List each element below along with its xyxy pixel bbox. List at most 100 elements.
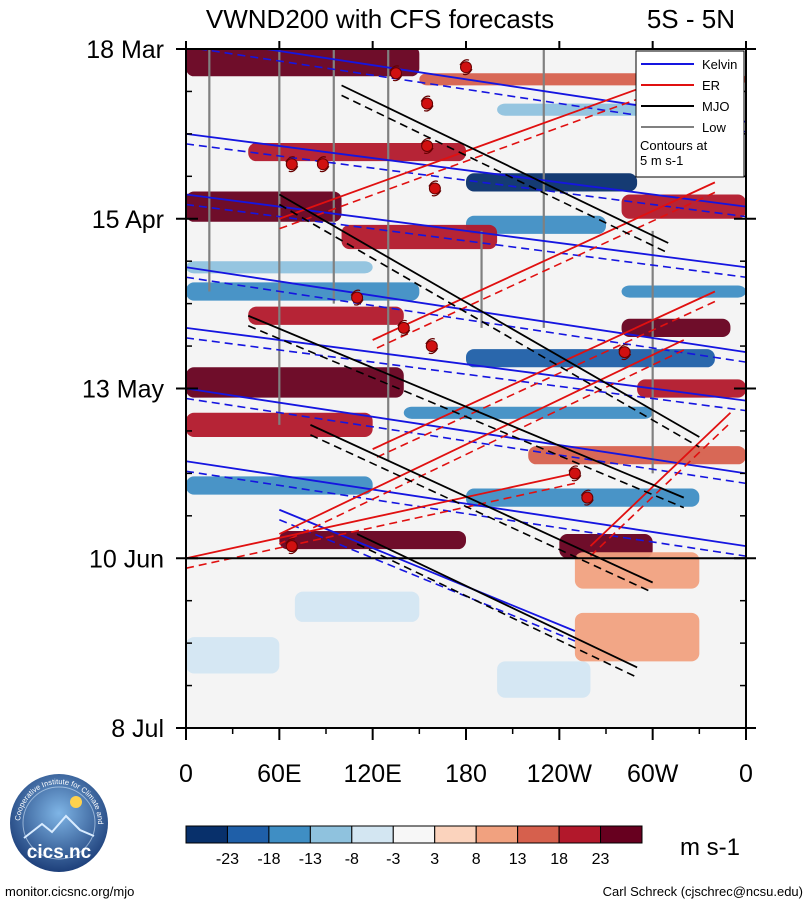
mjo-contour-negative [278, 203, 700, 448]
x-tick-label: 60W [627, 760, 679, 788]
tc-marker-arm [431, 190, 442, 197]
colorbar: -23 -18 -13 -8 -3 3 8 13 18 23 [185, 825, 643, 868]
legend-box [635, 50, 745, 178]
mjo-contour [341, 84, 669, 244]
tc-marker-icon [425, 338, 439, 355]
y-tick-label: 18 Mar [86, 36, 164, 64]
tc-marker-dot [285, 158, 298, 171]
colorbar-label: -18 [257, 851, 280, 868]
anomaly-band [294, 591, 420, 622]
tc-marker-dot [397, 321, 410, 334]
footer-author: Carl Schreck (cjschrec@ncsu.edu) [602, 884, 803, 899]
colorbar-swatch [268, 825, 311, 844]
kelvin-contour [186, 132, 746, 208]
tc-marker-arm [423, 105, 434, 112]
colorbar-swatch [309, 825, 353, 844]
tc-marker-dot [285, 540, 298, 553]
tc-marker-dot [618, 346, 631, 359]
anomaly-band [186, 49, 420, 77]
tc-marker-dot [316, 158, 329, 171]
er-contour [278, 339, 685, 535]
mjo-contour [247, 314, 685, 499]
cics-logo: Cooperative Institute for Climate and Sa… [5, 765, 110, 874]
colorbar-swatch [392, 825, 436, 844]
tc-marker-arm [462, 68, 473, 76]
colorbar-swatch [185, 825, 228, 844]
colorbar-swatch [434, 825, 477, 844]
kelvin-contour [186, 266, 746, 354]
anomaly-band [637, 379, 746, 398]
colorbar-swatch [600, 825, 643, 844]
colorbar-label: 3 [430, 851, 439, 868]
tc-marker-arm [288, 547, 299, 555]
mjo-contour [278, 193, 700, 438]
tc-marker-arm [397, 319, 408, 327]
colorbar-swatch [351, 825, 394, 844]
colorbar-swatch [226, 825, 270, 844]
tc-marker-icon [316, 156, 330, 173]
kelvin-contour-negative [279, 519, 576, 642]
er-contour-negative [372, 300, 716, 460]
tc-marker-arm [400, 329, 411, 336]
colorbar-swatch [558, 825, 602, 844]
y-tick-label: 8 Jul [111, 715, 164, 743]
tc-marker-arm [580, 489, 591, 496]
kelvin-contour-negative [186, 143, 746, 218]
legend-label: Kelvin [702, 57, 737, 72]
tc-marker-icon [285, 156, 299, 173]
colorbar-label: -13 [299, 851, 322, 868]
kelvin-contour-negative [186, 397, 746, 485]
anomaly-band [466, 215, 606, 234]
anomaly-band [248, 306, 404, 325]
x-tick-label: 0 [179, 760, 193, 788]
tc-marker-icon [285, 538, 299, 555]
colorbar-swatch [475, 825, 519, 844]
er-contour [372, 290, 716, 450]
tc-marker-dot [390, 67, 402, 80]
tc-marker-arm [428, 180, 439, 187]
tc-marker-arm [571, 475, 582, 482]
anomaly-band [186, 367, 404, 398]
colorbar-label: 8 [472, 851, 481, 868]
colorbar-label: -23 [216, 851, 239, 868]
x-tick-label: 60E [257, 760, 301, 788]
colorbar-label: 13 [509, 851, 527, 868]
tc-marker-arm [420, 137, 431, 145]
y-tick-label: 15 Apr [92, 206, 164, 234]
tc-marker-dot [425, 340, 438, 353]
chart-title: VWND200 with CFS forecasts [206, 4, 554, 34]
anomaly-band [341, 224, 498, 250]
kelvin-contour [186, 326, 746, 402]
tc-marker-icon [568, 465, 582, 482]
x-tick-label: 180 [445, 760, 487, 788]
tc-marker-dot [428, 182, 441, 195]
tc-marker-arm [423, 147, 434, 155]
tc-marker-icon [420, 95, 434, 112]
tc-marker-arm [288, 165, 299, 173]
tc-marker-dot [460, 61, 472, 74]
tc-marker-dot [421, 140, 434, 152]
tc-marker-arm [389, 65, 400, 72]
tc-marker-dot [581, 491, 594, 504]
tc-marker-arm [618, 344, 628, 351]
tc-marker-arm [621, 353, 632, 361]
tc-marker-icon [420, 137, 434, 155]
kelvin-contour-negative [186, 470, 746, 557]
er-contour [372, 181, 716, 341]
kelvin-contour [186, 460, 746, 548]
tc-marker-icon [389, 65, 403, 82]
logo-text: cics.nc [27, 842, 92, 863]
colorbar-label: -3 [386, 851, 400, 868]
er-contour-negative [186, 482, 576, 570]
tc-marker-arm [285, 156, 296, 163]
y-tick-label: 13 May [82, 376, 164, 404]
colorbar-label: -8 [345, 851, 359, 868]
tc-marker-dot [568, 467, 581, 480]
legend-label: Low [702, 120, 726, 135]
er-contour-negative [278, 349, 685, 545]
tc-marker-icon [618, 344, 632, 361]
kelvin-contour [278, 508, 576, 632]
tc-marker-icon [428, 180, 442, 197]
